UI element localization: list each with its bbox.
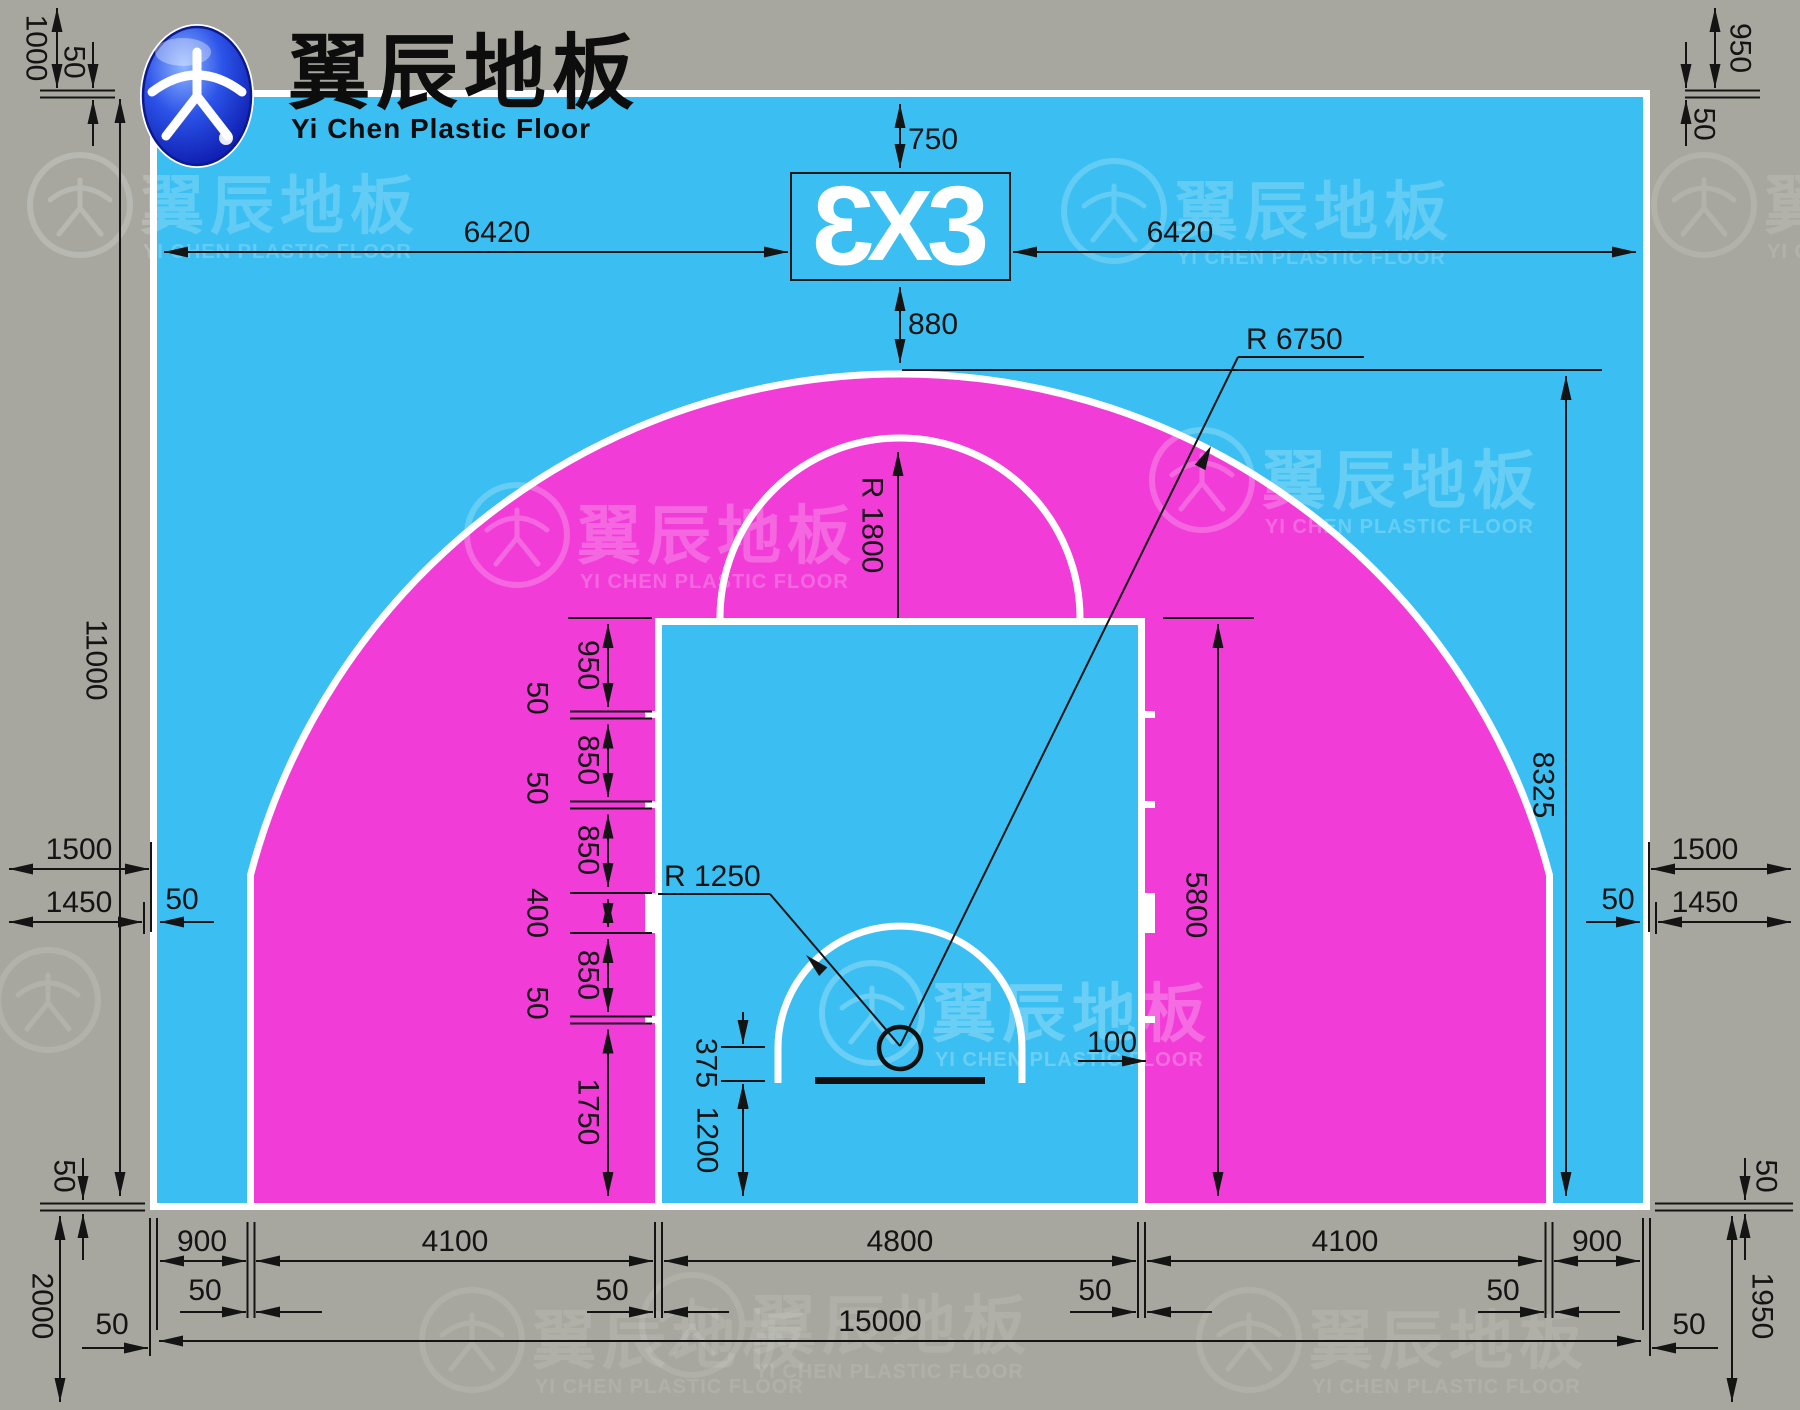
dim-top-right-50: 50 — [1688, 107, 1721, 140]
dim-50-right-side: 50 — [1601, 883, 1634, 916]
dim-top-right-950: 950 — [1724, 23, 1757, 73]
dim-r1800: R 1800 — [856, 477, 889, 574]
bottom-extension-lines — [149, 1218, 1651, 1356]
dim-50-key-left: 50 — [595, 1274, 628, 1307]
dim-100: 100 — [1087, 1026, 1137, 1059]
dim-50-bottom-right: 50 — [1750, 1159, 1783, 1192]
dim-lane-400: 400 — [521, 888, 554, 938]
brand-sphere-glyph-person — [161, 47, 233, 141]
dim-lane-50a: 50 — [521, 681, 554, 714]
brand-sphere-highlight — [155, 38, 211, 66]
backboard — [815, 1077, 985, 1084]
lane-stack-ticks — [568, 617, 652, 1025]
dim-11000: 11000 — [80, 619, 113, 700]
logo-3x3-x-glyph: X — [867, 170, 934, 282]
brand-header: 翼辰地板 Yi Chen Plastic Floor — [140, 24, 640, 168]
dim-50-left-side: 50 — [165, 883, 198, 916]
dim-1500-right: 1500 — [1672, 833, 1739, 866]
basket-ring — [876, 1024, 924, 1072]
dimension-annotations: 1000 50 950 50 750 880 6420 6420 R 6750 … — [9, 8, 1793, 1402]
dim-6420-right: 6420 — [1147, 216, 1214, 249]
dim-6420-left: 6420 — [464, 216, 531, 249]
dim-50-key-right: 50 — [1078, 1274, 1111, 1307]
dim-1500-left: 1500 — [46, 833, 113, 866]
dim-2000: 2000 — [26, 1273, 59, 1340]
dim-750: 750 — [908, 123, 958, 156]
dim-lane-850c: 850 — [572, 950, 605, 1000]
two-point-arc-line — [247, 370, 1553, 1203]
key-surface-blue — [662, 625, 1138, 1203]
dim-1950: 1950 — [1746, 1273, 1779, 1340]
logo-3x3-box: 3 X 3 — [790, 163, 1011, 288]
brand-name-cn: 翼辰地板 — [288, 28, 640, 119]
dim-900-left: 900 — [177, 1225, 227, 1258]
dim-50-2pt-right: 50 — [1486, 1274, 1519, 1307]
dim-lane-50c: 50 — [521, 986, 554, 1019]
dim-1200: 1200 — [691, 1107, 724, 1174]
brand-name-en: Yi Chen Plastic Floor — [291, 113, 591, 144]
dim-5800: 5800 — [1180, 872, 1213, 939]
dim-lane-1750: 1750 — [572, 1079, 605, 1146]
dim-375: 375 — [690, 1038, 723, 1088]
dim-4800: 4800 — [867, 1225, 934, 1258]
dim-top-left-1000: 1000 — [20, 15, 53, 82]
brand-sphere-dot — [219, 131, 233, 145]
dim-lane-50b: 50 — [521, 771, 554, 804]
dim-50-court-right: 50 — [1672, 1308, 1705, 1341]
dim-4100-left: 4100 — [422, 1225, 489, 1258]
logo-3x3-left-glyph: 3 — [812, 163, 874, 288]
dim-lane-950: 950 — [572, 640, 605, 690]
dim-50-court-left: 50 — [95, 1308, 128, 1341]
dim-1450-left: 1450 — [46, 886, 113, 919]
dim-880: 880 — [908, 308, 958, 341]
dim-50-bottom-left: 50 — [48, 1159, 81, 1192]
dim-15000: 15000 — [838, 1305, 921, 1338]
dim-r6750: R 6750 — [1246, 323, 1343, 356]
dim-900-right: 900 — [1572, 1225, 1622, 1258]
dim-lane-850b: 850 — [572, 825, 605, 875]
dim-50-2pt-left: 50 — [188, 1274, 221, 1307]
dim-8325: 8325 — [1527, 752, 1560, 819]
dim-4100-right: 4100 — [1312, 1225, 1379, 1258]
dim-top-left-50: 50 — [58, 45, 91, 78]
logo-3x3-right-glyph: 3 — [927, 163, 989, 288]
dim-1450-right: 1450 — [1672, 886, 1739, 919]
dim-lane-850a: 850 — [572, 735, 605, 785]
dim-r1250: R 1250 — [664, 860, 761, 893]
